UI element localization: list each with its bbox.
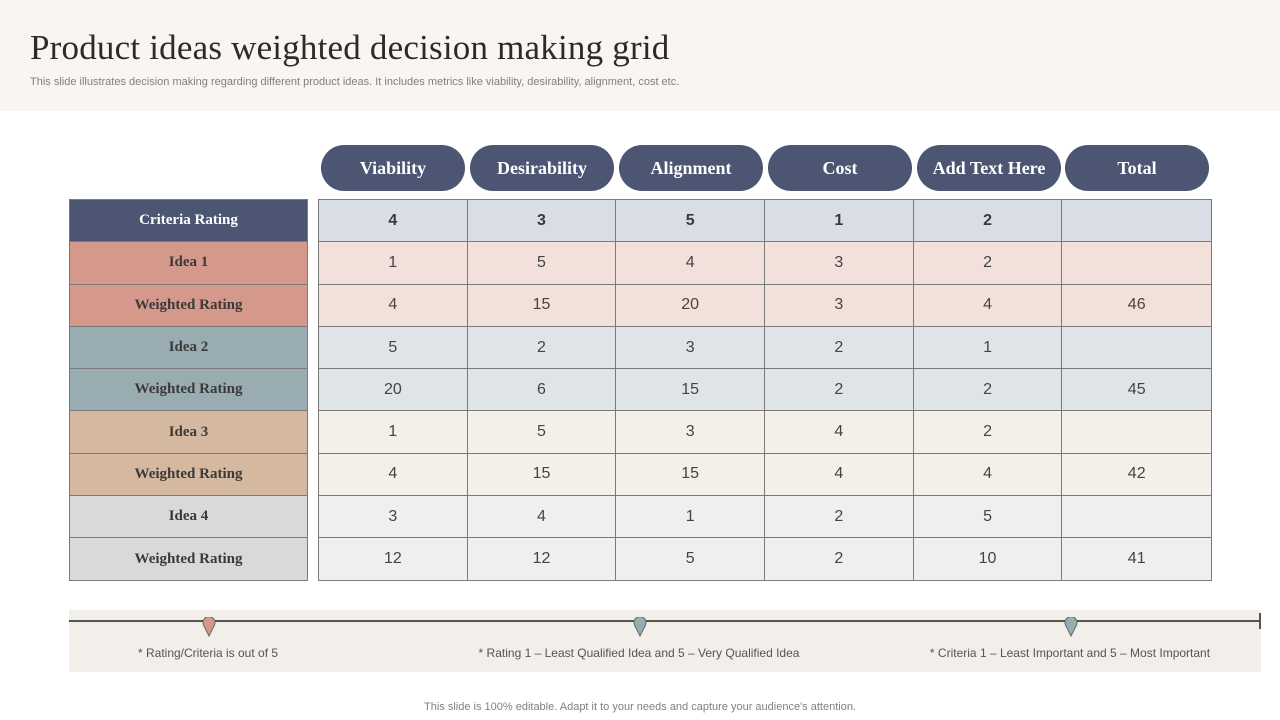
table-cell: 20: [319, 369, 468, 411]
table-cell: 3: [616, 326, 766, 369]
table-cell: 4: [468, 496, 617, 538]
row-label-idea-1-weighted: Weighted Rating: [70, 284, 307, 327]
table-cell: 10: [914, 538, 1063, 580]
row-label-idea-4: Idea 4: [70, 496, 307, 539]
table-cell: 4: [616, 242, 766, 284]
table-cell: 4: [914, 453, 1063, 496]
column-header-add-text: Add Text Here: [917, 145, 1061, 191]
table-cell: 4: [319, 200, 468, 242]
table-cell: 1: [765, 200, 914, 242]
table-cell: 5: [914, 496, 1063, 538]
table-row: 4 3 5 1 2: [319, 200, 1211, 243]
table-cell: 5: [468, 411, 617, 453]
table-cell: 5: [616, 200, 766, 242]
table-cell: 15: [616, 453, 766, 496]
pin-marker-icon: [202, 617, 216, 637]
row-label-idea-4-weighted: Weighted Rating: [70, 538, 307, 581]
column-header-alignment: Alignment: [619, 145, 763, 191]
table-cell: 1: [914, 326, 1063, 369]
table-cell: 6: [468, 369, 617, 411]
page-title: Product ideas weighted decision making g…: [30, 28, 670, 67]
footer-note: This slide is 100% editable. Adapt it to…: [424, 701, 856, 713]
table-cell: [1062, 242, 1211, 283]
notes-band: * Rating/Criteria is out of 5 * Rating 1…: [69, 610, 1261, 672]
table-cell: 4: [319, 284, 468, 326]
row-label-idea-3: Idea 3: [70, 411, 307, 454]
table-cell: 4: [765, 411, 914, 453]
table-cell: 5: [468, 242, 617, 284]
table-cell: 2: [914, 411, 1063, 453]
table-cell: 15: [616, 369, 766, 411]
table-cell: 1: [319, 411, 468, 453]
table-cell: 2: [765, 538, 914, 580]
table-cell: 3: [319, 496, 468, 538]
table-cell: [1062, 496, 1211, 537]
table-cell: 4: [914, 284, 1063, 326]
table-cell: 42: [1127, 465, 1146, 483]
table-cell: 2: [765, 326, 914, 369]
timeline-end-marker: [1259, 613, 1261, 629]
pin-marker-icon: [633, 617, 647, 637]
table-cell: 15: [468, 453, 617, 496]
row-label-idea-3-weighted: Weighted Rating: [70, 453, 307, 497]
table-cell: 41: [1127, 550, 1146, 568]
table-row: 1 5 3 4 2: [319, 411, 1211, 454]
table-cell: 3: [616, 411, 766, 453]
table-cell: 2: [914, 242, 1063, 284]
table-cell: 46: [1127, 296, 1146, 314]
header-band: Product ideas weighted decision making g…: [0, 0, 1280, 111]
row-label-idea-2: Idea 2: [70, 326, 307, 370]
table-cell: 2: [468, 326, 617, 369]
table-cell: [1062, 200, 1211, 241]
timeline-line: [69, 620, 1261, 622]
table-row: 1 5 4 3 2: [319, 242, 1211, 285]
decision-grid: 4 3 5 1 2 1 5 4 3 2 4 15 20 3 4 46 5 2 3…: [318, 199, 1212, 581]
table-cell: 15: [468, 284, 617, 326]
table-cell: 2: [914, 369, 1063, 411]
table-cell: 3: [468, 200, 617, 242]
note-rating-scale: * Rating 1 – Least Qualified Idea and 5 …: [478, 646, 800, 660]
row-label-idea-1: Idea 1: [70, 242, 307, 285]
table-cell: 20: [616, 284, 766, 326]
row-label-idea-2-weighted: Weighted Rating: [70, 369, 307, 412]
row-label-criteria-rating: Criteria Rating: [70, 200, 307, 243]
table-cell: 12: [319, 538, 468, 580]
table-cell: 2: [765, 496, 914, 538]
table-cell: 4: [765, 453, 914, 496]
note-rating-criteria: * Rating/Criteria is out of 5: [137, 646, 279, 660]
table-cell: 2: [914, 200, 1063, 242]
table-row: 4 15 15 4 4 42: [319, 453, 1211, 497]
column-header-desirability: Desirability: [470, 145, 614, 191]
table-cell: [1062, 327, 1211, 368]
table-cell: 3: [765, 284, 914, 326]
column-header-cost: Cost: [768, 145, 912, 191]
table-cell: [1062, 411, 1211, 452]
note-criteria-scale: * Criteria 1 – Least Important and 5 – M…: [929, 646, 1211, 660]
table-row: 4 15 20 3 4 46: [319, 284, 1211, 327]
pin-marker-icon: [1064, 617, 1078, 637]
table-cell: 5: [616, 538, 766, 580]
table-cell: 45: [1127, 380, 1146, 398]
table-cell: 5: [319, 326, 468, 369]
table-row: 20 6 15 2 2 45: [319, 369, 1211, 412]
table-cell: 4: [319, 453, 468, 496]
row-labels: Criteria Rating Idea 1 Weighted Rating I…: [69, 199, 308, 581]
column-header-total: Total: [1065, 145, 1209, 191]
table-row: 5 2 3 2 1: [319, 326, 1211, 370]
table-cell: 12: [468, 538, 617, 580]
table-row: 12 12 5 2 10 41: [319, 538, 1211, 581]
table-cell: 1: [616, 496, 766, 538]
column-header-viability: Viability: [321, 145, 465, 191]
table-cell: 1: [319, 242, 468, 284]
table-cell: 3: [765, 242, 914, 284]
table-row: 3 4 1 2 5: [319, 496, 1211, 539]
table-cell: 2: [765, 369, 914, 411]
page-subtitle: This slide illustrates decision making r…: [30, 76, 680, 88]
